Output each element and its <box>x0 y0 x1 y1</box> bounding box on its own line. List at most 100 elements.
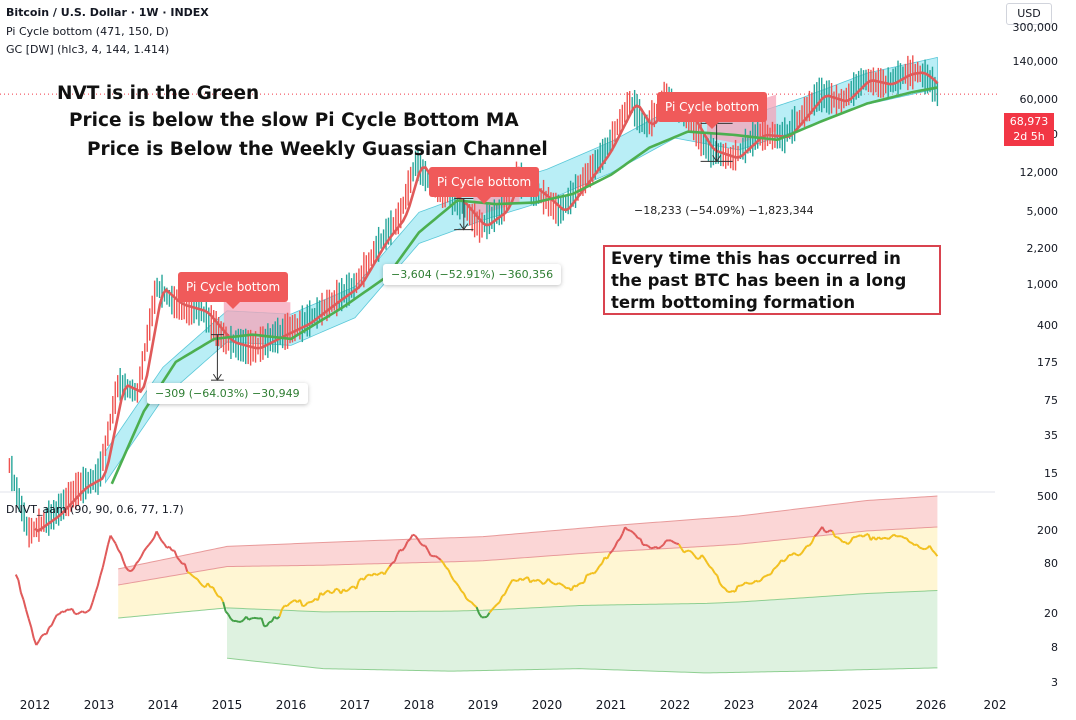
dnvt-mid-low-line <box>118 590 938 619</box>
dnvt-segment <box>496 601 501 606</box>
drawdown-arrowhead-2 <box>459 223 469 231</box>
price-axis-tick: 175 <box>1037 356 1058 370</box>
dnvt-legend[interactable]: DNVT_aam (90, 90, 0.6, 77, 1.7) <box>6 503 184 516</box>
dnvt-segment <box>547 578 552 583</box>
dnvt-segment <box>335 587 339 591</box>
price-axis-tick: 12,000 <box>1019 165 1059 179</box>
gaussian-channel-legend[interactable]: GC [DW] (hlc3, 4, 144, 1.414) <box>6 43 170 56</box>
dnvt-segment <box>460 590 465 595</box>
dnvt-segment <box>596 565 601 571</box>
dnvt-segment <box>268 620 273 624</box>
callout-line-1: Every time this has occurred in <box>611 249 901 268</box>
dnvt-segment <box>386 566 391 571</box>
dnvt-segment <box>516 577 521 582</box>
dnvt-segment <box>676 542 680 546</box>
dnvt-segment <box>604 556 608 560</box>
dnvt-segment <box>742 581 747 586</box>
dnvt-segment <box>419 542 424 547</box>
drawdown-label-2015: −309 (−64.03%) −30,949 <box>147 383 308 404</box>
price-axis-tick: 140,000 <box>1012 55 1059 69</box>
dnvt-segment <box>768 573 772 576</box>
dnvt-segment <box>17 579 22 593</box>
dnvt-segment <box>598 562 603 567</box>
dnvt-segment <box>404 541 409 548</box>
dnvt-segment <box>470 601 475 606</box>
dnvt-lower-line <box>226 657 938 674</box>
dnvt-segment <box>532 579 536 582</box>
dnvt-segment <box>739 583 744 587</box>
dnvt-segment <box>718 582 724 588</box>
dnvt-segment <box>583 574 588 583</box>
dnvt-segment <box>798 552 803 557</box>
dnvt-segment <box>716 575 721 584</box>
dnvt-axis-tick: 8 <box>1051 640 1058 654</box>
dnvt-segment <box>168 546 173 551</box>
dnvt-segment <box>588 572 593 576</box>
dnvt-segment <box>803 545 808 550</box>
dnvt-segment <box>173 550 179 558</box>
dnvt-segment <box>849 536 854 543</box>
dnvt-segment <box>286 602 291 607</box>
dnvt-segment <box>880 536 885 541</box>
dnvt-segment <box>27 618 33 628</box>
dnvt-segment <box>101 555 107 568</box>
time-axis-tick: 2015 <box>211 698 243 712</box>
dnvt-segment <box>914 543 918 547</box>
dnvt-segment <box>370 572 375 577</box>
dnvt-segment <box>214 591 219 597</box>
dnvt-segment <box>629 529 634 533</box>
time-axis-tick: 2022 <box>659 698 691 712</box>
headline-pi-ma: Price is below the slow Pi Cycle Bottom … <box>69 110 519 131</box>
dnvt-segment <box>752 579 757 584</box>
dnvt-segment <box>414 534 419 540</box>
dnvt-segment <box>593 569 598 575</box>
dnvt-axis-tick: 20 <box>1044 607 1058 621</box>
dnvt-segment <box>732 590 736 593</box>
dnvt-segment <box>503 588 509 595</box>
dnvt-segment <box>332 588 337 594</box>
drawdown-label-2018: −3,604 (−52.91%) −360,356 <box>383 264 562 285</box>
dnvt-segment <box>63 608 68 613</box>
dnvt-segment <box>542 581 547 586</box>
pi-cycle-legend[interactable]: Pi Cycle bottom (471, 150, D) <box>6 25 169 38</box>
dnvt-segment <box>130 568 135 572</box>
dnvt-segment <box>562 585 567 589</box>
dnvt-segment <box>363 575 368 581</box>
dnvt-segment <box>81 610 86 614</box>
dnvt-segment <box>217 595 221 599</box>
dnvt-segment <box>58 610 63 615</box>
dnvt-segment <box>488 609 493 614</box>
dnvt-segment <box>506 583 511 590</box>
dnvt-segment <box>206 582 212 588</box>
currency-button[interactable]: USD <box>1006 3 1052 25</box>
dnvt-segment <box>796 553 800 557</box>
dnvt-segment <box>890 533 895 538</box>
dnvt-segment <box>61 610 65 614</box>
dnvt-segment <box>148 540 153 546</box>
dnvt-segment <box>839 538 844 543</box>
dnvt-segment <box>99 566 104 577</box>
dnvt-segment <box>378 571 383 575</box>
dnvt-segment <box>785 554 790 560</box>
dnvt-segment <box>783 558 788 563</box>
dnvt-segment <box>227 613 232 620</box>
dnvt-segment <box>493 603 498 608</box>
dnvt-segment <box>485 612 491 618</box>
dnvt-segment <box>529 579 534 584</box>
dnvt-upper-line <box>118 495 938 570</box>
time-axis-tick: 2025 <box>851 698 883 712</box>
dnvt-segment <box>312 597 317 603</box>
dnvt-segment <box>555 582 560 586</box>
dnvt-segment <box>865 533 869 536</box>
dnvt-segment <box>199 582 204 587</box>
dnvt-segment <box>921 547 925 551</box>
dnvt-axis-tick: 3 <box>1051 676 1058 690</box>
dnvt-axis-tick: 200 <box>1037 523 1058 537</box>
dnvt-segment <box>550 581 554 585</box>
dnvt-segment <box>478 613 483 618</box>
dnvt-segment <box>412 533 416 537</box>
dnvt-segment <box>711 568 716 574</box>
pi-cycle-slow-ma <box>110 86 938 485</box>
dnvt-segment <box>350 585 354 589</box>
dnvt-segment <box>94 585 99 595</box>
